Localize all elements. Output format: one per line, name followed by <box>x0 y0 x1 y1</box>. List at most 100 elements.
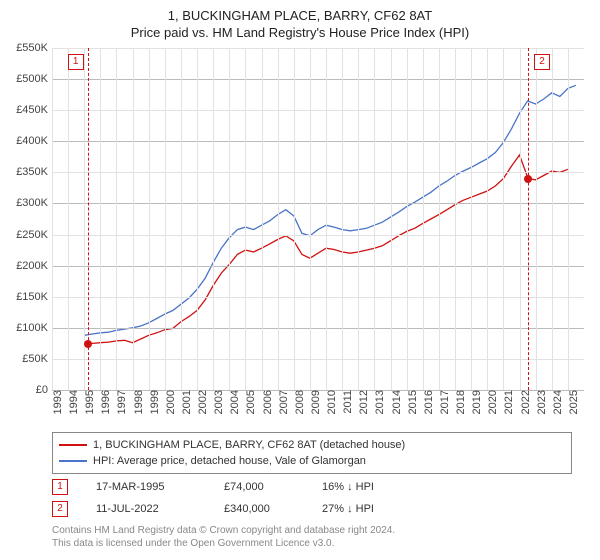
legend-box: 1, BUCKINGHAM PLACE, BARRY, CF62 8AT (de… <box>52 432 572 474</box>
grid-line-v <box>374 48 375 390</box>
grid-line-v <box>52 48 53 390</box>
x-tick-label: 2006 <box>258 390 274 414</box>
grid-line-v <box>407 48 408 390</box>
x-tick-label: 2022 <box>516 390 532 414</box>
x-tick-label: 2011 <box>338 390 354 414</box>
title-line-2: Price paid vs. HM Land Registry's House … <box>0 25 600 40</box>
title-block: 1, BUCKINGHAM PLACE, BARRY, CF62 8AT Pri… <box>0 0 600 40</box>
x-tick-label: 2004 <box>225 390 241 414</box>
marker-row-1: 1 17-MAR-1995 £74,000 16% ↓ HPI <box>52 476 572 498</box>
grid-line-v <box>487 48 488 390</box>
footer-attribution: Contains HM Land Registry data © Crown c… <box>52 524 572 550</box>
marker-box-2: 2 <box>534 54 550 70</box>
grid-line-v <box>439 48 440 390</box>
y-tick-label: £100K <box>16 322 52 334</box>
grid-line-v <box>68 48 69 390</box>
grid-line-v <box>133 48 134 390</box>
x-tick-label: 1994 <box>64 390 80 414</box>
marker-box-1: 1 <box>68 54 84 70</box>
legend-label-price-paid: 1, BUCKINGHAM PLACE, BARRY, CF62 8AT (de… <box>93 437 405 453</box>
title-line-1: 1, BUCKINGHAM PLACE, BARRY, CF62 8AT <box>0 8 600 23</box>
x-tick-label: 2024 <box>548 390 564 414</box>
x-tick-label: 2018 <box>451 390 467 414</box>
series-line-price_paid <box>88 155 568 344</box>
x-tick-label: 2017 <box>435 390 451 414</box>
legend-label-hpi: HPI: Average price, detached house, Vale… <box>93 453 366 469</box>
x-tick-label: 2016 <box>419 390 435 414</box>
marker-date-1: 17-MAR-1995 <box>96 481 196 493</box>
x-tick-label: 2023 <box>532 390 548 414</box>
x-tick-label: 2001 <box>177 390 193 414</box>
marker-diff-1: 16% ↓ HPI <box>322 481 412 493</box>
x-tick-label: 2014 <box>387 390 403 414</box>
grid-line-v <box>197 48 198 390</box>
marker-dot-2 <box>524 175 532 183</box>
x-tick-label: 1999 <box>145 390 161 414</box>
marker-num-2: 2 <box>52 501 68 517</box>
grid-line-v <box>310 48 311 390</box>
y-tick-label: £450K <box>16 104 52 116</box>
grid-line-v <box>358 48 359 390</box>
grid-line-v <box>229 48 230 390</box>
x-tick-label: 1993 <box>48 390 64 414</box>
grid-line-v <box>471 48 472 390</box>
x-tick-label: 2021 <box>499 390 515 414</box>
legend-row-price-paid: 1, BUCKINGHAM PLACE, BARRY, CF62 8AT (de… <box>59 437 565 453</box>
x-tick-label: 2015 <box>403 390 419 414</box>
x-tick-label: 2013 <box>370 390 386 414</box>
marker-price-1: £74,000 <box>224 481 294 493</box>
chart-container: 1, BUCKINGHAM PLACE, BARRY, CF62 8AT Pri… <box>0 0 600 560</box>
grid-line-v <box>520 48 521 390</box>
x-tick-label: 1996 <box>96 390 112 414</box>
x-tick-label: 2003 <box>209 390 225 414</box>
grid-line-v <box>503 48 504 390</box>
y-tick-label: £50K <box>22 353 52 365</box>
x-tick-label: 2002 <box>193 390 209 414</box>
x-tick-label: 2025 <box>564 390 580 414</box>
grid-line-v <box>423 48 424 390</box>
x-tick-label: 2005 <box>241 390 257 414</box>
plot-area: £0£50K£100K£150K£200K£250K£300K£350K£400… <box>52 48 584 390</box>
x-tick-label: 2008 <box>290 390 306 414</box>
grid-line-v <box>149 48 150 390</box>
marker-table: 1 17-MAR-1995 £74,000 16% ↓ HPI 2 11-JUL… <box>52 476 572 520</box>
grid-line-v <box>116 48 117 390</box>
marker-row-2: 2 11-JUL-2022 £340,000 27% ↓ HPI <box>52 498 572 520</box>
marker-date-2: 11-JUL-2022 <box>96 503 196 515</box>
series-line-hpi <box>84 85 576 335</box>
grid-line-v <box>262 48 263 390</box>
marker-num-1: 1 <box>52 479 68 495</box>
grid-line-v <box>100 48 101 390</box>
x-tick-label: 2019 <box>467 390 483 414</box>
marker-dashed-line <box>528 48 529 390</box>
grid-line-v <box>536 48 537 390</box>
grid-line-v <box>278 48 279 390</box>
y-tick-label: £300K <box>16 197 52 209</box>
x-tick-label: 1998 <box>129 390 145 414</box>
y-tick-label: £400K <box>16 135 52 147</box>
x-tick-label: 2010 <box>322 390 338 414</box>
grid-line-v <box>391 48 392 390</box>
legend-row-hpi: HPI: Average price, detached house, Vale… <box>59 453 565 469</box>
x-tick-label: 1997 <box>112 390 128 414</box>
x-tick-label: 2009 <box>306 390 322 414</box>
y-tick-label: £250K <box>16 229 52 241</box>
grid-line-v <box>84 48 85 390</box>
grid-line-v <box>342 48 343 390</box>
x-tick-label: 2020 <box>483 390 499 414</box>
grid-line-v <box>568 48 569 390</box>
marker-dot-1 <box>84 340 92 348</box>
marker-diff-2: 27% ↓ HPI <box>322 503 412 515</box>
y-tick-label: £150K <box>16 291 52 303</box>
grid-line-v <box>326 48 327 390</box>
marker-price-2: £340,000 <box>224 503 294 515</box>
y-tick-label: £500K <box>16 73 52 85</box>
grid-line-v <box>165 48 166 390</box>
x-tick-label: 2007 <box>274 390 290 414</box>
grid-line-v <box>245 48 246 390</box>
legend-swatch-hpi <box>59 460 87 462</box>
footer-line-2: This data is licensed under the Open Gov… <box>52 537 572 550</box>
y-tick-label: £200K <box>16 260 52 272</box>
x-tick-label: 1995 <box>80 390 96 414</box>
y-tick-label: £350K <box>16 166 52 178</box>
